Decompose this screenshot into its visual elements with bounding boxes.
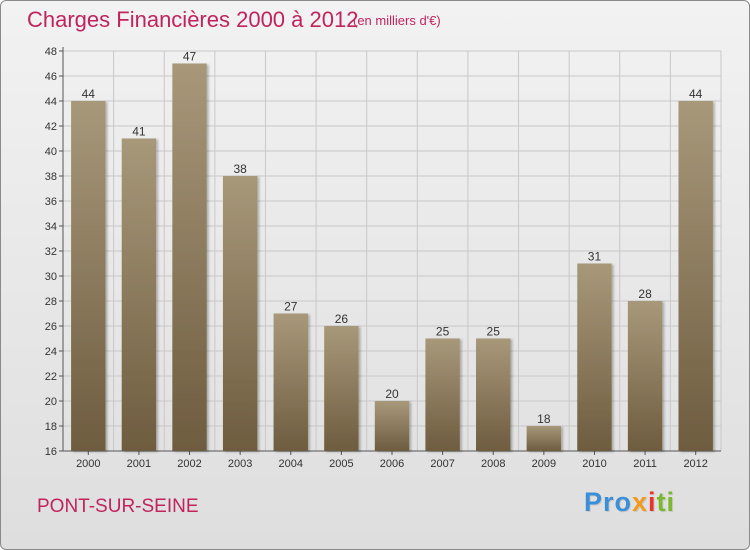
x-tick-label: 2012 [683,458,707,470]
bar [627,301,663,451]
y-tick-label: 18 [45,421,57,433]
y-tick-label: 42 [45,121,57,133]
bar [374,401,410,451]
y-tick-label: 46 [45,71,57,83]
data-label: 44 [689,87,703,101]
data-label: 18 [537,412,551,426]
logo-part: Pro [584,487,633,517]
data-label: 41 [132,125,146,139]
bar [577,263,612,451]
data-label: 28 [638,287,652,301]
chart-subtitle: (en milliers d'€) [353,13,441,28]
x-tick-label: 2004 [279,458,303,470]
x-tick-label: 2011 [633,458,657,470]
bar [71,101,106,451]
y-tick-label: 30 [45,271,57,283]
y-tick-label: 48 [45,46,57,58]
data-label: 38 [233,162,247,176]
x-tick-label: 2010 [582,458,606,470]
bar [324,326,359,451]
x-tick-label: 2009 [532,458,556,470]
bar [678,101,713,451]
proxiti-logo: Proxiti [584,487,675,518]
chart-title: Charges Financières 2000 à 2012 [27,7,359,32]
data-label: 27 [284,300,298,314]
y-tick-label: 20 [45,396,57,408]
bar [121,138,157,451]
data-label: 47 [183,50,197,64]
y-tick-label: 36 [45,196,57,208]
y-tick-label: 34 [45,221,57,233]
bar [172,63,207,451]
y-tick-label: 38 [45,171,57,183]
y-tick-label: 28 [45,296,57,308]
y-tick-label: 24 [45,346,57,358]
bar [273,313,308,451]
bar [476,338,511,451]
bar [526,426,562,451]
logo-part: i [648,487,657,517]
data-label: 20 [385,387,399,401]
data-label: 31 [588,250,602,264]
data-label: 25 [487,325,501,339]
data-label: 25 [436,325,450,339]
x-tick-label: 2000 [76,458,100,470]
x-tick-label: 2005 [329,458,353,470]
x-tick-label: 2002 [177,458,201,470]
y-tick-label: 44 [45,96,57,108]
x-tick-label: 2003 [228,458,252,470]
y-tick-label: 26 [45,321,57,333]
commune-name: PONT-SUR-SEINE [37,496,199,517]
logo-part: x [632,487,649,517]
bar [222,176,258,451]
x-tick-label: 2001 [127,458,151,470]
bar [425,338,460,451]
data-label: 44 [82,87,96,101]
data-label: 26 [335,312,349,326]
logo-part: ti [656,487,676,517]
y-tick-label: 16 [45,446,57,458]
x-tick-label: 2006 [380,458,404,470]
x-tick-label: 2007 [430,458,454,470]
x-tick-label: 2008 [481,458,505,470]
y-tick-label: 32 [45,246,57,258]
y-tick-label: 22 [45,371,57,383]
y-tick-label: 40 [45,146,57,158]
